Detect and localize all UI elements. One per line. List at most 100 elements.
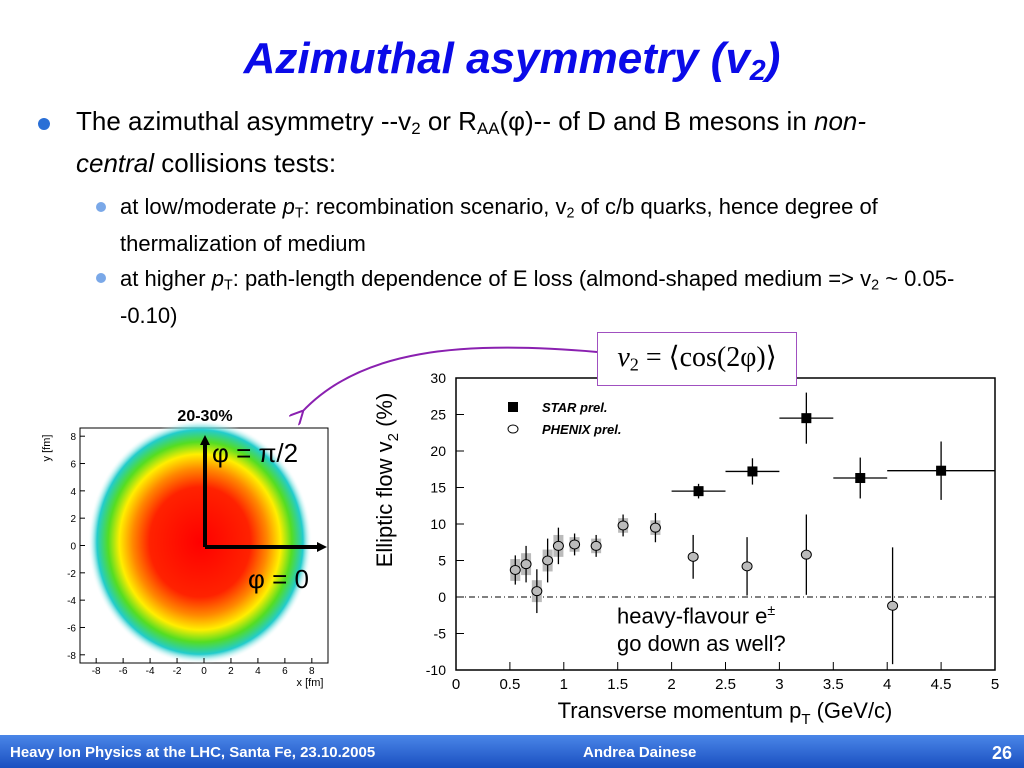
inset-y-label: y [fm] — [41, 435, 53, 462]
text-fragment: Azimuthal asymmetry (v — [243, 34, 750, 83]
text-fragment: non-central — [76, 106, 867, 179]
x-tick-label: 4 — [255, 666, 261, 677]
footer-author: Andrea Dainese — [583, 744, 696, 761]
x-tick-label: 2 — [228, 666, 234, 677]
text-fragment: T — [223, 277, 233, 294]
point — [800, 549, 812, 560]
x-axis-label: Transverse momentum pT (GeV/c) — [558, 698, 893, 728]
y-tick-label: 0 — [438, 589, 446, 605]
point — [509, 564, 521, 575]
point — [687, 551, 699, 562]
y-tick-label: -4 — [67, 596, 76, 607]
y-tick-label: 8 — [70, 432, 76, 443]
bullet-icon — [38, 118, 50, 130]
legend-label: PHENIX prel. — [542, 422, 621, 437]
x-tick-label: -2 — [173, 666, 182, 677]
y-axis-label-text: Elliptic flow v — [372, 441, 397, 567]
formula-box: v2 = ⟨cos(2φ)⟩ — [597, 332, 797, 386]
text-fragment: : recombination scenario, v — [303, 194, 567, 219]
y-tick-label: 30 — [430, 370, 446, 386]
text-fragment: T — [294, 205, 304, 222]
density-blob — [88, 420, 312, 664]
point — [741, 561, 753, 572]
text-fragment: The azimuthal asymmetry --v — [76, 106, 412, 136]
inset-title: 20-30% — [177, 408, 232, 425]
x-tick-label: 0 — [201, 666, 207, 677]
x-tick-label: 6 — [282, 666, 288, 677]
point — [552, 540, 564, 551]
y-axis-label-sub: 2 — [385, 433, 402, 441]
text-fragment: of c/b quarks, hence degree of thermaliz… — [120, 194, 878, 256]
annotation: heavy-flavour e± go down as well? — [617, 597, 786, 658]
x-tick-label: 0 — [452, 676, 460, 693]
text-fragment: p — [282, 194, 295, 219]
x-axis-label-text: (GeV/c) — [810, 698, 892, 723]
sub-bullet: at higher pT: path-length dependence of … — [120, 264, 1000, 331]
text-fragment: or R — [420, 106, 477, 136]
x-tick-label: 0.5 — [499, 676, 520, 693]
text-fragment: ± — [767, 603, 776, 619]
phi-label: φ = 0 — [248, 564, 309, 594]
x-axis-label-sub: T — [801, 711, 810, 728]
legend-marker — [507, 424, 519, 434]
x-tick-label: 1 — [560, 676, 568, 693]
sub-bullet: at low/moderate pT: recombination scenar… — [120, 192, 1000, 259]
point — [693, 486, 704, 497]
x-tick-label: 2 — [667, 676, 675, 693]
text-fragment: AA — [476, 119, 500, 139]
phi-label: φ = π/2 — [212, 438, 298, 468]
y-tick-label: 0 — [70, 542, 76, 553]
x-tick-label: -6 — [119, 666, 128, 677]
text-fragment: : path-length dependence of E loss (almo… — [232, 266, 872, 291]
slide-title: Azimuthal asymmetry (v2) — [0, 34, 1024, 88]
text-fragment: 2 — [629, 354, 639, 375]
x-tick-label: 2.5 — [715, 676, 736, 693]
x-tick-label: 4 — [883, 676, 891, 693]
text-fragment: = ⟨cos(2φ)⟩ — [638, 342, 777, 373]
page-number: 26 — [992, 743, 1012, 763]
point — [531, 586, 543, 597]
y-tick-label: 4 — [70, 487, 76, 498]
text-fragment: heavy-flavour e — [617, 603, 768, 629]
x-tick-label: 5 — [991, 676, 999, 693]
text-fragment: ~ 0.05--0.10) — [120, 266, 955, 328]
point — [542, 555, 554, 566]
sub-bullet-icon — [96, 273, 106, 283]
point — [747, 466, 758, 477]
point — [617, 520, 629, 531]
x-tick-label: 3 — [775, 676, 783, 693]
point — [936, 465, 947, 476]
text-fragment: 2 — [411, 119, 421, 139]
point — [649, 522, 661, 533]
y-axis-label-text: (%) — [372, 393, 397, 433]
y-tick-label: 20 — [430, 443, 446, 459]
inset-x-label: x [fm] — [297, 677, 324, 689]
point — [590, 540, 602, 551]
y-tick-label: 10 — [430, 516, 446, 532]
y-tick-label: 15 — [430, 480, 446, 496]
x-tick-label: -4 — [146, 666, 155, 677]
bullet: The azimuthal asymmetry --v2 or RAA(φ)--… — [76, 104, 896, 181]
point — [520, 559, 532, 570]
point — [569, 539, 581, 550]
legend-marker — [508, 402, 518, 412]
x-tick-label: 1.5 — [607, 676, 628, 693]
footer-bar — [0, 735, 1024, 768]
pointer-arrow — [302, 346, 598, 412]
x-tick-label: 8 — [309, 666, 315, 677]
text-fragment: p — [211, 266, 224, 291]
text-fragment: collisions tests: — [154, 148, 337, 179]
text-fragment: at low/moderate — [120, 194, 283, 219]
sub-bullet-icon — [96, 202, 106, 212]
text-fragment: 2 — [749, 55, 766, 88]
text-fragment: v — [617, 342, 630, 373]
x-tick-label: 3.5 — [823, 676, 844, 693]
footer-left: Heavy Ion Physics at the LHC, Santa Fe, … — [10, 744, 375, 761]
point — [801, 413, 812, 424]
y-tick-label: -8 — [67, 651, 76, 662]
point — [855, 473, 866, 484]
text-fragment: ) — [765, 34, 781, 83]
text-fragment: go down as well? — [617, 631, 786, 657]
y-tick-label: -10 — [426, 662, 446, 678]
